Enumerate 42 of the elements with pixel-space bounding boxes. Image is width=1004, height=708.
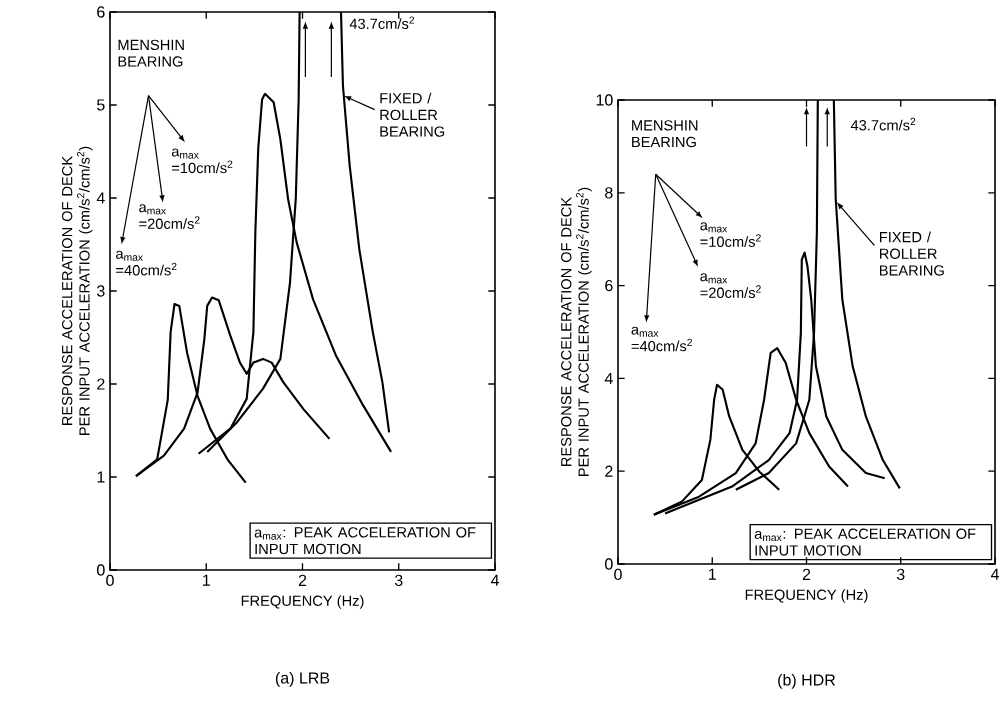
text: (a) LRB [275, 671, 330, 687]
y-tick-label: 3 [97, 285, 105, 297]
text: (b) HDR [778, 673, 836, 689]
x-axis-title: FREQUENCY (Hz) [241, 595, 364, 609]
annotation: a$_{max}$ =40cm/s$^{2}$ [631, 326, 692, 352]
y-tick-label: 6 [97, 6, 105, 18]
y-axis-title: RESPONSE ACCELERATION OF DECK PER INPUT ACCELERATION (cm/s$^{2}$/cm/s$^{2}$) [61, 146, 93, 435]
annotation: a$_{max}$ =20cm/s$^{2}$ [139, 204, 200, 229]
x-tick-label: 2 [298, 574, 307, 586]
annotation: a$_{max}$ =10cm/s$^{2}$ [171, 148, 233, 174]
x-axis-title: FREQUENCY (Hz) [745, 589, 868, 603]
annotation: FIXED / ROLLER BEARING [880, 231, 944, 276]
y-tick-label: 10 [596, 94, 613, 106]
x-tick-label: 0 [614, 568, 622, 581]
y-tick-label: 1 [97, 471, 105, 483]
annotation: 43.7cm/s$^{2}$ [349, 16, 415, 30]
x-tick-label: 2 [802, 568, 811, 580]
annotation: a$_{max}$ =10cm/s$^{2}$ [700, 222, 761, 247]
x-tick-label: 0 [106, 574, 114, 587]
y-tick-label: 2 [97, 378, 105, 390]
annotation: a$_{max}$ =40cm/s$^{2}$ [116, 250, 177, 276]
x-tick-label: 4 [490, 574, 499, 586]
x-tick-label: 1 [203, 574, 210, 586]
y-tick-label: 8 [605, 187, 613, 199]
y-axis-title: RESPONSE ACCELERATION OF DECK PER INPUT ACCELERATION (cm/s$^{2}$/cm/s$^{2}$) [561, 187, 592, 476]
y-tick-label: 5 [97, 99, 105, 111]
x-tick-label: 1 [709, 568, 716, 580]
y-tick-label: 2 [605, 465, 613, 477]
x-tick-label: 3 [896, 568, 905, 581]
y-tick-label: 6 [605, 279, 613, 292]
annotation: MENSHIN BEARING [118, 39, 184, 67]
y-tick-label: 4 [604, 372, 613, 384]
x-tick-label: 3 [394, 574, 403, 587]
annotation: a$_{max}$: PEAK ACCELERATION OF INPUT MOTION [254, 527, 476, 555]
annotation: 43.7cm/s$^{2}$ [850, 117, 916, 131]
annotation: a$_{max}$ =20cm/s$^{2}$ [700, 273, 761, 298]
annotation: a$_{max}$: PEAK ACCELERATION OF INPUT MOTION [754, 528, 976, 556]
y-tick-label: 4 [96, 192, 105, 204]
y-tick-label: 0 [605, 558, 613, 570]
annotation: FIXED / ROLLER BEARING [380, 92, 445, 137]
annotation: MENSHIN BEARING [632, 120, 698, 148]
x-tick-label: 4 [990, 568, 999, 580]
